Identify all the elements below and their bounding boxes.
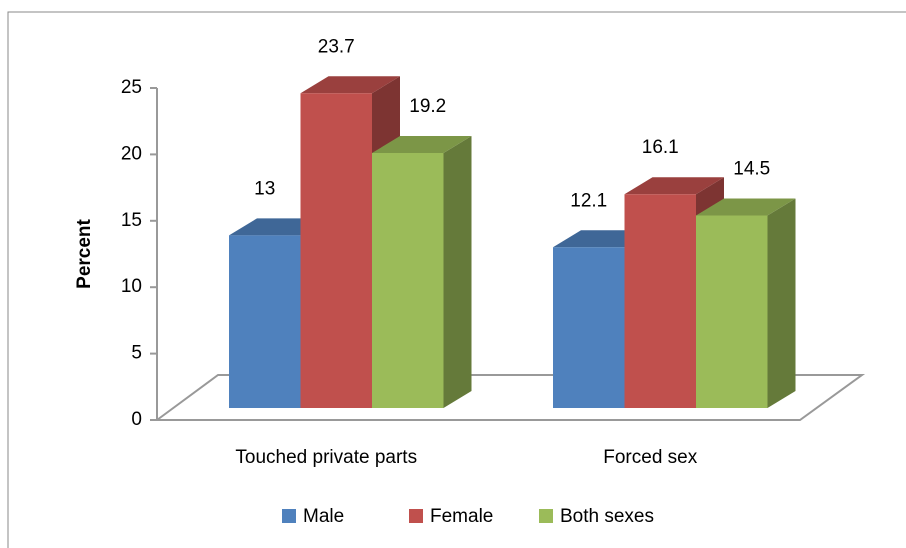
bar-front — [624, 194, 696, 408]
y-tick-label: 25 — [121, 77, 142, 98]
legend-label: Female — [430, 506, 493, 527]
x-tick-label: Touched private parts — [235, 447, 417, 468]
legend-swatch — [282, 509, 296, 523]
legend-swatch — [539, 509, 553, 523]
value-label: 13 — [254, 178, 275, 199]
bar-front — [696, 215, 768, 408]
bar-top — [372, 136, 472, 154]
legend-label: Both sexes — [560, 506, 654, 527]
y-tick-label: 20 — [121, 143, 142, 164]
x-tick-label: Forced sex — [603, 447, 697, 468]
value-label: 14.5 — [733, 158, 770, 179]
y-axis-label: Percent — [74, 218, 95, 288]
value-label: 16.1 — [642, 137, 679, 158]
y-tick-label: 10 — [121, 276, 142, 297]
value-label: 12.1 — [570, 190, 607, 211]
y-tick-label: 0 — [131, 409, 142, 430]
value-label: 19.2 — [409, 96, 446, 117]
bar-top — [300, 76, 400, 94]
bar-top — [696, 198, 796, 216]
bar-front — [372, 153, 444, 408]
bar-front — [553, 247, 625, 408]
bar-front — [229, 235, 301, 408]
legend-swatch — [409, 509, 423, 523]
floor — [153, 374, 866, 421]
bar-front — [300, 93, 372, 408]
bar — [696, 198, 796, 408]
y-tick-label: 15 — [121, 210, 142, 231]
bar-side — [443, 136, 472, 409]
bar-top — [624, 177, 724, 195]
legend-label: Male — [303, 506, 344, 527]
bar-side — [767, 198, 796, 408]
bar — [372, 136, 472, 409]
value-label: 23.7 — [318, 36, 355, 57]
y-tick-label: 5 — [131, 343, 142, 364]
